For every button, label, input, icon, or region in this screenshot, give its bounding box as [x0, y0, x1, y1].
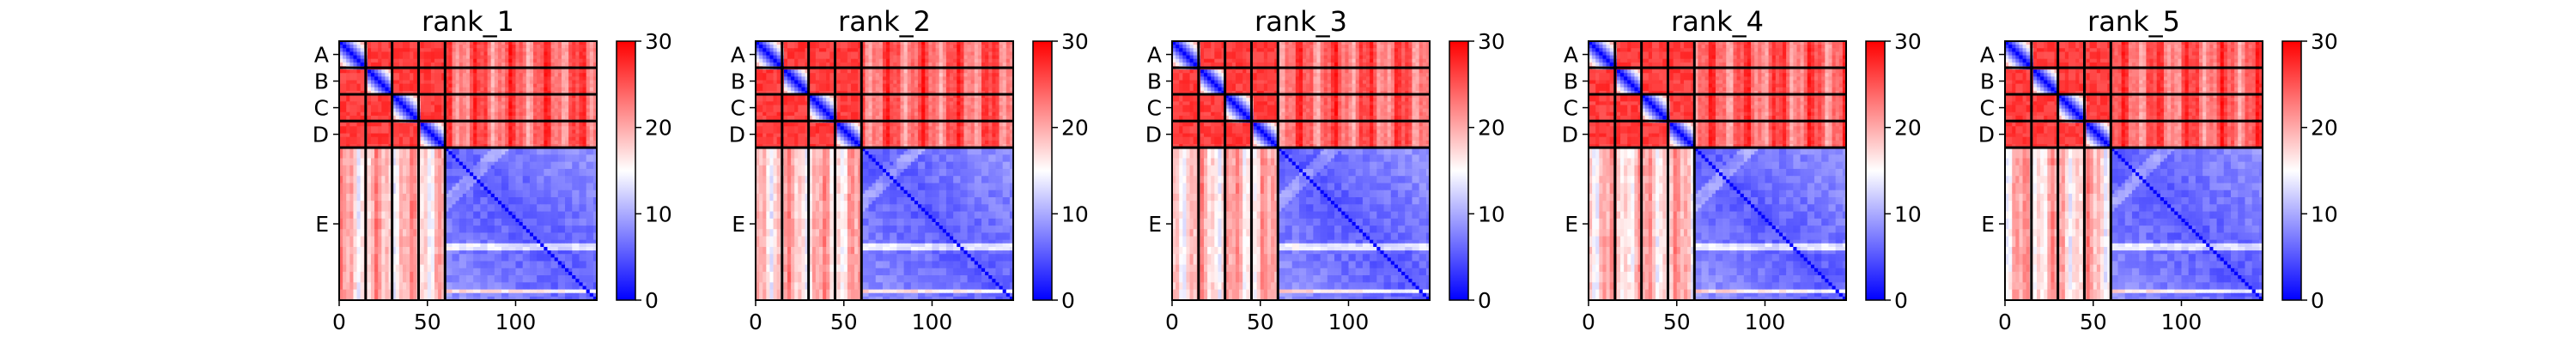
- heatmap-cells: [1589, 41, 1847, 301]
- chain-label-A: A: [1980, 43, 1995, 68]
- colorbar-tick-label: 10: [1061, 202, 1089, 226]
- colorbar-tick-label: 30: [1061, 29, 1089, 54]
- chain-label-D: D: [313, 123, 329, 147]
- chain-label-C: C: [1980, 96, 1995, 121]
- chain-label-B: B: [731, 69, 745, 94]
- chain-label-B: B: [1980, 69, 1995, 94]
- colorbar-tick-label: 30: [2311, 29, 2338, 54]
- colorbar-tick-label: 20: [1894, 116, 1922, 141]
- colorbar-tick-label: 20: [645, 116, 672, 141]
- chain-label-D: D: [1145, 123, 1162, 147]
- chain-label-C: C: [1564, 96, 1578, 121]
- colorbar-tick-label: 20: [1061, 116, 1089, 141]
- chain-label-C: C: [731, 96, 745, 121]
- chain-label-E: E: [1148, 212, 1162, 237]
- panel-title: rank_3: [1255, 5, 1347, 38]
- heatmap-cells: [2005, 41, 2263, 301]
- colorbar: [1449, 41, 1468, 300]
- colorbar-tick-label: 20: [1478, 116, 1505, 141]
- chain-label-B: B: [314, 69, 329, 94]
- x-tick-label: 100: [912, 310, 953, 334]
- chain-label-A: A: [731, 43, 745, 68]
- x-tick-label: 50: [1663, 310, 1691, 334]
- colorbar-tick-label: 0: [645, 288, 659, 313]
- x-tick-label: 0: [749, 310, 762, 334]
- colorbar: [617, 41, 635, 300]
- colorbar-tick-label: 30: [1894, 29, 1922, 54]
- colorbar-tick-label: 0: [1478, 288, 1492, 313]
- x-tick-label: 100: [1745, 310, 1786, 334]
- chain-label-B: B: [1564, 69, 1578, 94]
- x-tick-label: 50: [414, 310, 441, 334]
- colorbar-tick-label: 10: [645, 202, 672, 226]
- x-tick-label: 50: [830, 310, 858, 334]
- x-tick-label: 100: [2161, 310, 2202, 334]
- x-tick-label: 50: [1247, 310, 1274, 334]
- chain-label-E: E: [732, 212, 745, 237]
- colorbar-tick-label: 10: [1894, 202, 1922, 226]
- colorbar-tick-label: 20: [2311, 116, 2338, 141]
- x-tick-label: 0: [1165, 310, 1179, 334]
- colorbar-tick-label: 10: [1478, 202, 1505, 226]
- colorbar: [1866, 41, 1885, 300]
- chain-label-D: D: [1978, 123, 1995, 147]
- panel-title: rank_1: [422, 5, 514, 38]
- chain-label-C: C: [1147, 96, 1162, 121]
- x-tick-label: 0: [332, 310, 346, 334]
- colorbar-tick-label: 0: [1061, 288, 1075, 313]
- chain-label-E: E: [1564, 212, 1578, 237]
- colorbar-tick-label: 30: [1478, 29, 1505, 54]
- colorbar-tick-label: 10: [2311, 202, 2338, 226]
- heatmap-cells: [339, 41, 598, 301]
- chain-label-D: D: [1562, 123, 1578, 147]
- chain-label-C: C: [314, 96, 329, 121]
- panel-title: rank_2: [838, 5, 931, 38]
- colorbar-tick-label: 0: [2311, 288, 2324, 313]
- colorbar: [2282, 41, 2301, 300]
- x-tick-label: 100: [1328, 310, 1370, 334]
- chain-label-A: A: [314, 43, 329, 68]
- chain-label-A: A: [1147, 43, 1162, 68]
- x-tick-label: 0: [1582, 310, 1595, 334]
- colorbar-tick-label: 30: [645, 29, 672, 54]
- chain-label-A: A: [1564, 43, 1578, 68]
- panel-title: rank_5: [2087, 5, 2180, 38]
- chain-label-D: D: [729, 123, 745, 147]
- heatmap-cells: [1172, 41, 1431, 301]
- heatmap-cells: [756, 41, 1014, 301]
- chain-label-B: B: [1147, 69, 1162, 94]
- chain-label-E: E: [315, 212, 329, 237]
- colorbar: [1033, 41, 1052, 300]
- chain-label-E: E: [1981, 212, 1995, 237]
- x-tick-label: 0: [1998, 310, 2012, 334]
- panel-title: rank_4: [1671, 5, 1764, 38]
- x-tick-label: 50: [2080, 310, 2107, 334]
- colorbar-tick-label: 0: [1894, 288, 1908, 313]
- x-tick-label: 100: [495, 310, 537, 334]
